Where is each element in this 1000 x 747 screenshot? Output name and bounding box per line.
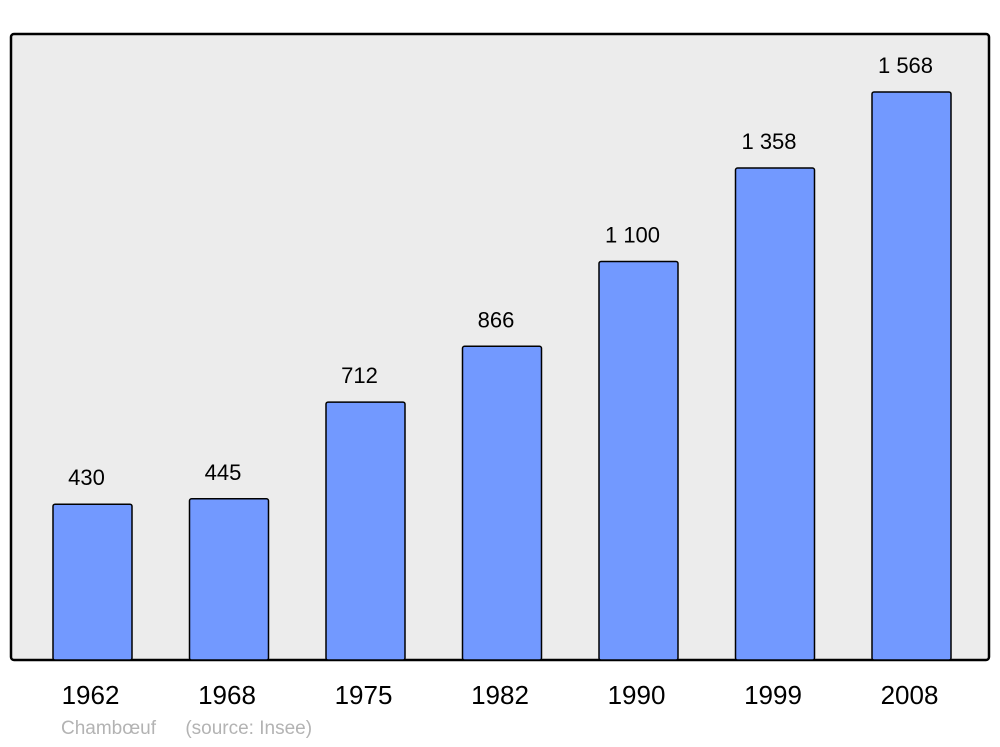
x-tick-label-1982: 1982 [471,680,529,710]
bar-1975 [325,401,406,661]
footer-source: (source: Insee) [185,718,313,739]
footer-place: Chambœuf [61,718,157,739]
bar-1990 [598,260,679,661]
bar-2008 [871,91,952,661]
bar-1968 [188,498,270,661]
value-label-1999: 1 358 [741,129,796,154]
x-tick-label-1968: 1968 [198,680,256,710]
value-label-1982: 866 [478,307,515,332]
bar-1999 [734,167,816,661]
bar-1982 [461,345,543,661]
value-label-1968: 445 [205,460,242,485]
x-tick-label-1990: 1990 [608,680,666,710]
value-label-1990: 1 100 [605,223,660,248]
bar-1962 [52,503,133,661]
value-label-1962: 430 [68,465,105,490]
value-label-2008: 1 568 [878,53,933,78]
value-label-1975: 712 [341,363,378,388]
x-tick-label-1962: 1962 [62,680,120,710]
footer: Chambœuf (source: Insee) [61,718,336,740]
x-tick-label-1999: 1999 [744,680,802,710]
x-tick-label-1975: 1975 [335,680,393,710]
x-tick-label-2008: 2008 [881,680,939,710]
